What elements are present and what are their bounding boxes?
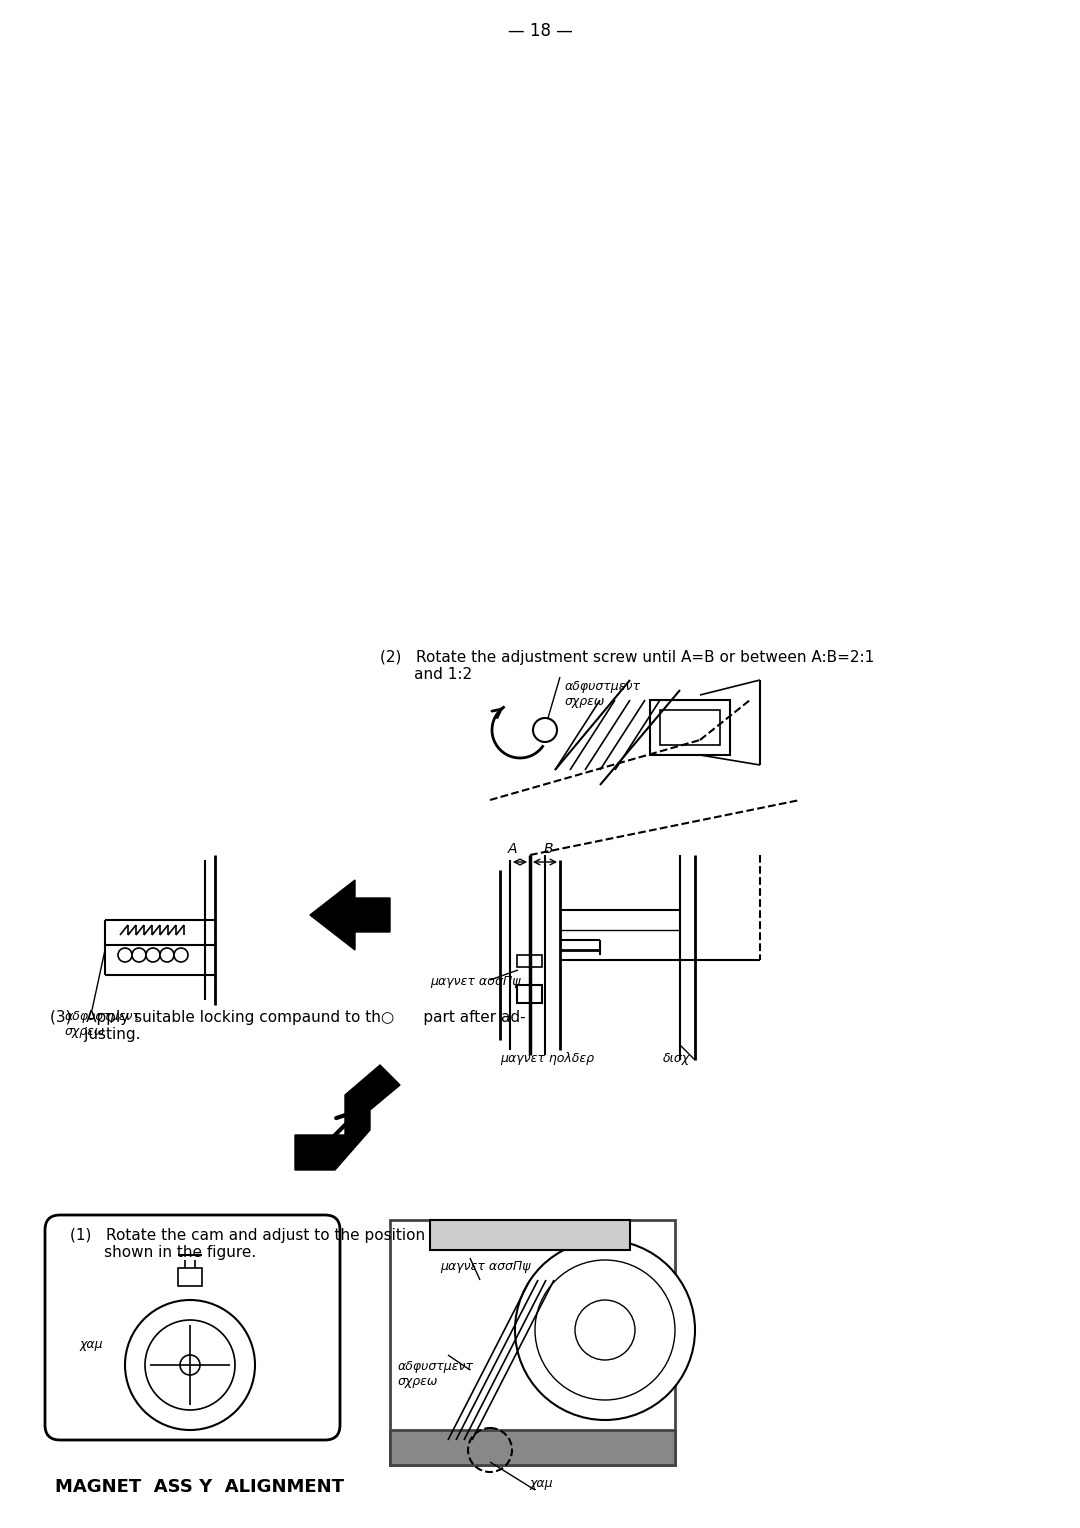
Bar [517,986,542,1002]
Bar [390,1219,675,1465]
Bar [650,700,730,755]
Bar [430,1219,630,1250]
Circle shape [575,1300,635,1360]
Text: (2)   Rotate the adjustment screw until A=B or between A:B=2:1
       and 1:2: (2) Rotate the adjustment screw until A=… [380,649,874,683]
Text: χαμ: χαμ [80,1339,104,1351]
Text: μαγνετ ασσΠψ: μαγνετ ασσΠψ [440,1261,530,1273]
Circle shape [132,947,146,963]
Text: αδφυστμεντ
σχρεω: αδφυστμεντ σχρεω [65,1010,141,1038]
Text: — 18 —: — 18 — [508,21,572,40]
Text: χαμ: χαμ [530,1478,554,1490]
Text: B: B [543,842,553,856]
Text: A: A [508,842,516,856]
Text: μαγνετ ηολδερ: μαγνετ ηολδερ [500,1051,594,1065]
Circle shape [146,947,160,963]
Text: αδφυστμεντ
σχρεω: αδφυστμεντ σχρεω [565,680,642,707]
Text: (1)   Rotate the cam and adjust to the position
       shown in the figure.: (1) Rotate the cam and adjust to the pos… [70,1229,426,1261]
Text: δισχ: δισχ [663,1051,690,1065]
Circle shape [534,718,557,743]
Bar [517,955,542,967]
Circle shape [535,1261,675,1400]
Circle shape [174,947,188,963]
Text: MAGNET  ASS Y  ALIGNMENT: MAGNET ASS Y ALIGNMENT [55,1478,345,1496]
Text: (3)   Apply suitable locking compaund to th○      part after ad-
       justing.: (3) Apply suitable locking compaund to t… [50,1010,526,1042]
Circle shape [160,947,174,963]
FancyBboxPatch shape [45,1215,340,1439]
Text: αδφυστμεντ
σχρεω: αδφυστμεντ σχρεω [399,1360,474,1387]
Circle shape [125,1300,255,1430]
Bar [660,711,720,746]
Bar [178,1268,202,1287]
Polygon shape [310,880,390,950]
Circle shape [145,1320,235,1410]
Circle shape [180,1355,200,1375]
Bar [390,1430,675,1465]
Circle shape [515,1241,696,1420]
Text: μαγνετ ασσΠψ: μαγνετ ασσΠψ [430,975,521,989]
Circle shape [118,947,132,963]
Polygon shape [295,1065,400,1170]
